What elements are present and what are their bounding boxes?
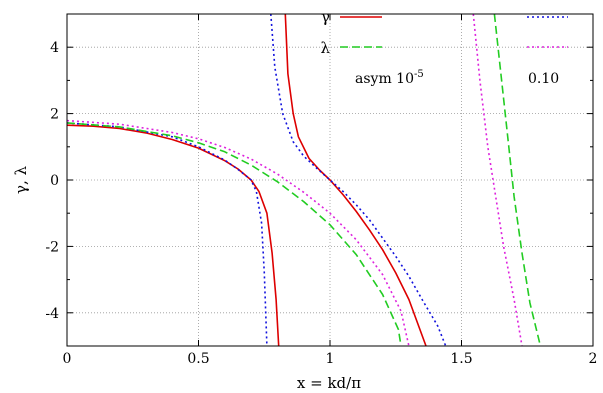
x-tick-label: 2 [589,351,598,367]
axis-ticks: 0 0.5 1 1.5 2 -4 -2 0 2 4 [45,14,597,367]
y-tick-label: 0 [50,173,59,189]
legend-label-lambda: λ [320,39,330,57]
series-line-green [67,122,402,346]
x-tick-label: 1 [326,351,335,367]
data-series [67,14,542,346]
y-tick-label: 2 [50,107,59,123]
legend-ratio-label: 0.10 [528,71,559,87]
y-tick-label: -4 [45,306,59,322]
grid-lines [67,14,593,346]
series-line-magenta [472,14,523,346]
plot-frame [66,13,594,347]
legend-asym-text: asym 10 [355,71,414,87]
x-tick-label: 0 [63,351,72,367]
series-line-blue [67,122,268,346]
x-axis-label: x = kd/π [297,374,361,392]
y-tick-label: 4 [50,40,59,56]
legend-asym-label: asym 10-5 [355,69,424,87]
legend-asym-exponent: -5 [414,69,424,80]
y-axis-label: γ, λ [12,166,30,195]
legend: γ λ asym 10-5 0.10 [320,8,568,87]
series-line-red [67,124,280,346]
x-tick-label: 1.5 [450,351,472,367]
series-line-blue [270,14,447,346]
series-line-green [493,14,542,346]
series-line-magenta [67,119,410,346]
legend-label-gamma: γ [321,8,330,26]
y-tick-label: -2 [45,239,59,255]
x-tick-label: 0.5 [187,351,209,367]
series-line-red [284,14,427,346]
